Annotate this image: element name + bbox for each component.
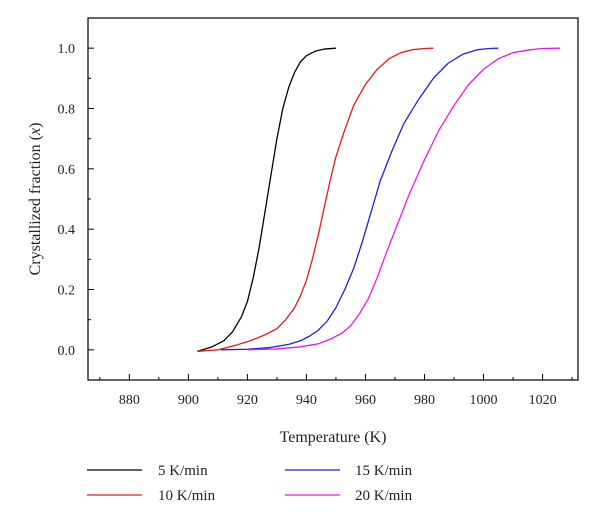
y-axis-title: Crystallized fraction (x) xyxy=(27,123,44,276)
x-tick-label-900: 900 xyxy=(178,393,199,408)
x-tick-label-880: 880 xyxy=(119,393,140,408)
x-axis-title: Temperature (K) xyxy=(280,429,387,446)
y-tick-label-2: 0.4 xyxy=(58,223,76,238)
x-tick-label-960: 960 xyxy=(355,393,376,408)
x-tick-label-980: 980 xyxy=(414,393,435,408)
legend-item-15kmin: 15 K/min xyxy=(285,463,413,479)
series-lines xyxy=(197,47,561,352)
x-tick-label-1000: 1000 xyxy=(470,393,498,408)
legend-label-20kmin: 20 K/min xyxy=(355,488,413,504)
x-tick-label-940: 940 xyxy=(296,393,317,408)
legend-item-10kmin: 10 K/min xyxy=(87,488,216,504)
legend-label-5kmin: 5 K/min xyxy=(158,463,208,479)
y-tick-label-4: 0.8 xyxy=(58,103,76,118)
legend-item-5kmin: 5 K/min xyxy=(87,463,208,479)
ticks xyxy=(88,17,573,381)
legend: 5 K/min 15 K/min 10 K/min 20 K/min xyxy=(87,463,413,504)
series-line-1 xyxy=(197,47,434,352)
series-line-2 xyxy=(220,47,499,351)
y-tick-label-1: 0.2 xyxy=(58,284,76,299)
tick-labels: 880 900 920 940 960 980 1000 1020 0.0 0.2 0.4 0.6 0.… xyxy=(58,42,557,408)
x-tick-label-920: 920 xyxy=(237,393,258,408)
series-line-3 xyxy=(247,47,561,351)
series-line-0 xyxy=(197,47,336,352)
y-tick-label-5: 1.0 xyxy=(58,42,76,57)
y-tick-label-3: 0.6 xyxy=(58,163,76,178)
plot-frame xyxy=(87,17,579,381)
legend-label-15kmin: 15 K/min xyxy=(355,463,413,479)
legend-label-10kmin: 10 K/min xyxy=(158,488,216,504)
legend-item-20kmin: 20 K/min xyxy=(285,488,413,504)
x-tick-label-1020: 1020 xyxy=(529,393,557,408)
y-tick-label-0: 0.0 xyxy=(58,344,76,359)
